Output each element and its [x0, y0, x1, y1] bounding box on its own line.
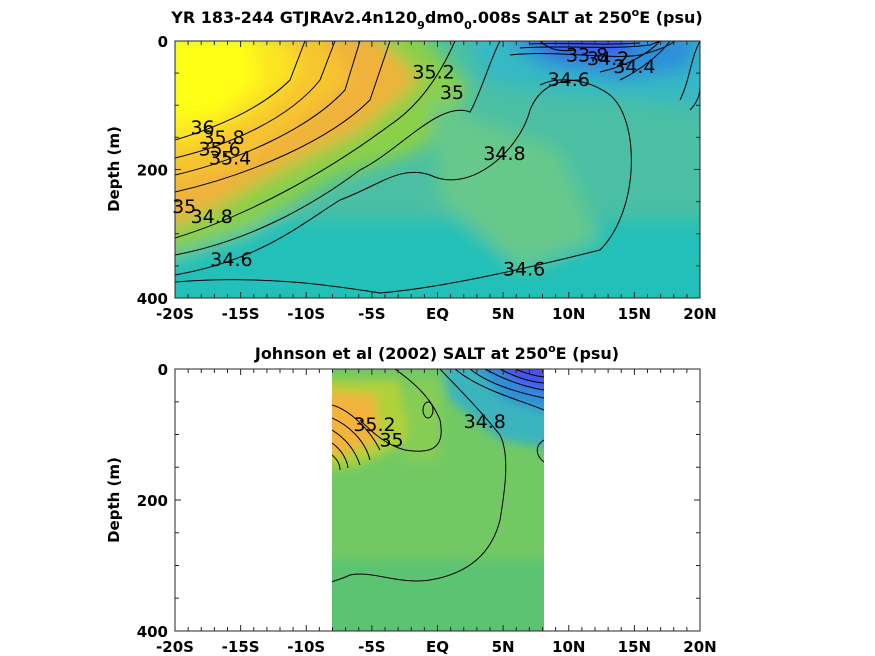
bottom-contour-labels: 35.235 34.8 [353, 411, 506, 451]
top-contour-label: 34.2 [587, 48, 629, 70]
contour-35-2 [175, 41, 456, 239]
top-contour-label: 35.8 [202, 127, 244, 149]
top-x-tick-label: 5N [492, 305, 515, 323]
top-y-axis: 0 200 400 [137, 33, 700, 308]
contour-35 [175, 41, 501, 256]
top-contour-label: 35.2 [412, 61, 454, 83]
bottom-x-axis: -20S -15S -10S -5S EQ 5N 10N 15N 20N [156, 369, 717, 656]
bottom-x-tick-label: -20S [156, 638, 194, 656]
top-contour-label: 36 [190, 117, 214, 139]
top-x-tick-label: -20S [156, 305, 194, 323]
contour-35-4 [175, 41, 391, 193]
top-panel: YR 183-244 GTJRAv2.4n1209dm00.008s SALT … [105, 6, 717, 323]
bottom-contour-35 [359, 369, 442, 452]
top-contour-label: 34.8 [191, 206, 233, 228]
top-x-tick-label: EQ [426, 305, 449, 323]
bottom-x-tick-label: 15N [618, 638, 651, 656]
contour-34-6 [175, 79, 632, 294]
top-salinity-field [175, 41, 700, 298]
bottom-contour-label: 35 [379, 429, 403, 451]
top-contour-label: 35.4 [209, 147, 251, 169]
bottom-x-tick-label: -5S [358, 638, 385, 656]
top-x-tick-label: -10S [287, 305, 325, 323]
contour-34-8 [175, 79, 581, 276]
contour-36 [175, 41, 306, 141]
bottom-y-tick-label: 0 [158, 361, 168, 379]
top-contour-label: 34.8 [483, 143, 525, 165]
top-x-axis: -20S -15S -10S -5S EQ 5N 10N 15N 20N [156, 41, 717, 323]
bottom-x-tick-label: -15S [222, 638, 260, 656]
top-title: YR 183-244 GTJRAv2.4n1209dm00.008s SALT … [170, 6, 702, 32]
top-x-tick-label: 15N [618, 305, 651, 323]
bottom-x-tick-label: 5N [492, 638, 515, 656]
top-contour-label: 34.6 [548, 69, 590, 91]
top-contour-label: 34.4 [613, 56, 655, 78]
bottom-x-tick-label: 10N [552, 638, 585, 656]
top-x-tick-label: -5S [358, 305, 385, 323]
bottom-contour-label: 34.8 [464, 411, 506, 433]
bottom-contour-label: 35.2 [353, 414, 395, 436]
top-y-tick-label: 200 [137, 162, 168, 180]
bottom-y-tick-label: 400 [137, 623, 168, 641]
top-y-tick-label: 0 [158, 33, 168, 51]
top-contour-label: 35 [440, 82, 464, 104]
bottom-salinity-field [332, 369, 544, 631]
top-y-tick-label: 400 [137, 290, 168, 308]
contour-35-8 [175, 41, 336, 159]
bottom-x-tick-label: 20N [683, 638, 716, 656]
top-contour-label: 34.6 [210, 249, 252, 271]
bottom-x-tick-label: EQ [426, 638, 449, 656]
bottom-x-tick-label: -10S [287, 638, 325, 656]
top-x-tick-label: 10N [552, 305, 585, 323]
bottom-panel: Johnson et al (2002) SALT at 250oE (psu) [105, 342, 717, 656]
bottom-title: Johnson et al (2002) SALT at 250oE (psu) [254, 342, 619, 363]
bottom-contour-34-8 [332, 369, 507, 583]
top-contour-label: 34.6 [503, 259, 545, 281]
top-x-tick-label: -15S [222, 305, 260, 323]
top-contour-label: 33.8 [566, 45, 608, 67]
top-contour-label: 35.6 [198, 138, 240, 160]
contour-35-6 [175, 41, 361, 176]
bottom-y-axis: 0 200 400 [137, 361, 700, 641]
bottom-y-tick-label: 200 [137, 492, 168, 510]
top-x-tick-label: 20N [683, 305, 716, 323]
bottom-y-label: Depth (m) [105, 457, 123, 543]
top-y-label: Depth (m) [105, 126, 123, 212]
